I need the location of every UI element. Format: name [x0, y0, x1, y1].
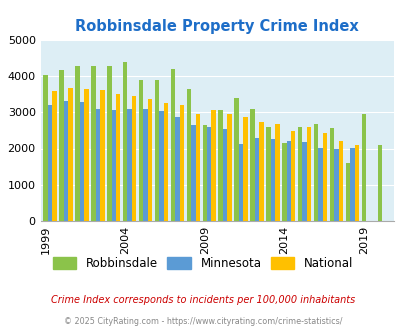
Bar: [254, 138, 258, 221]
Text: Crime Index corresponds to incidents per 100,000 inhabitants: Crime Index corresponds to incidents per…: [51, 295, 354, 305]
Bar: [361, 114, 365, 221]
Bar: [377, 145, 381, 221]
Bar: [318, 148, 322, 221]
Bar: [59, 70, 64, 221]
Bar: [306, 127, 311, 221]
Bar: [227, 115, 231, 221]
Bar: [43, 75, 48, 221]
Bar: [333, 148, 338, 221]
Bar: [243, 117, 247, 221]
Bar: [186, 89, 191, 221]
Bar: [322, 133, 326, 221]
Bar: [222, 129, 227, 221]
Bar: [191, 125, 195, 221]
Bar: [218, 110, 222, 221]
Bar: [132, 96, 136, 221]
Bar: [234, 98, 238, 221]
Bar: [211, 110, 215, 221]
Bar: [123, 62, 127, 221]
Bar: [84, 89, 88, 221]
Bar: [75, 66, 79, 221]
Bar: [195, 114, 200, 221]
Bar: [290, 131, 295, 221]
Bar: [179, 105, 183, 221]
Bar: [302, 142, 306, 221]
Bar: [250, 109, 254, 221]
Bar: [139, 80, 143, 221]
Bar: [258, 122, 263, 221]
Bar: [107, 66, 111, 221]
Bar: [147, 100, 152, 221]
Bar: [111, 110, 116, 221]
Bar: [175, 117, 179, 221]
Bar: [64, 101, 68, 221]
Bar: [329, 128, 333, 221]
Bar: [238, 144, 243, 221]
Bar: [116, 94, 120, 221]
Bar: [100, 90, 104, 221]
Bar: [270, 139, 275, 221]
Text: © 2025 CityRating.com - https://www.cityrating.com/crime-statistics/: © 2025 CityRating.com - https://www.city…: [64, 317, 341, 326]
Title: Robbinsdale Property Crime Index: Robbinsdale Property Crime Index: [75, 19, 358, 34]
Bar: [286, 141, 290, 221]
Bar: [154, 80, 159, 221]
Bar: [350, 148, 354, 221]
Bar: [338, 141, 342, 221]
Bar: [275, 124, 279, 221]
Bar: [79, 102, 84, 221]
Bar: [48, 105, 52, 221]
Bar: [202, 125, 207, 221]
Bar: [354, 145, 358, 221]
Bar: [52, 91, 57, 221]
Bar: [345, 163, 350, 221]
Bar: [163, 103, 168, 221]
Bar: [91, 66, 96, 221]
Bar: [127, 109, 132, 221]
Bar: [297, 127, 302, 221]
Bar: [281, 144, 286, 221]
Bar: [313, 124, 318, 221]
Bar: [171, 69, 175, 221]
Bar: [68, 88, 72, 221]
Legend: Robbinsdale, Minnesota, National: Robbinsdale, Minnesota, National: [48, 252, 357, 275]
Bar: [207, 127, 211, 221]
Bar: [96, 109, 100, 221]
Bar: [143, 109, 147, 221]
Bar: [266, 127, 270, 221]
Bar: [159, 111, 163, 221]
